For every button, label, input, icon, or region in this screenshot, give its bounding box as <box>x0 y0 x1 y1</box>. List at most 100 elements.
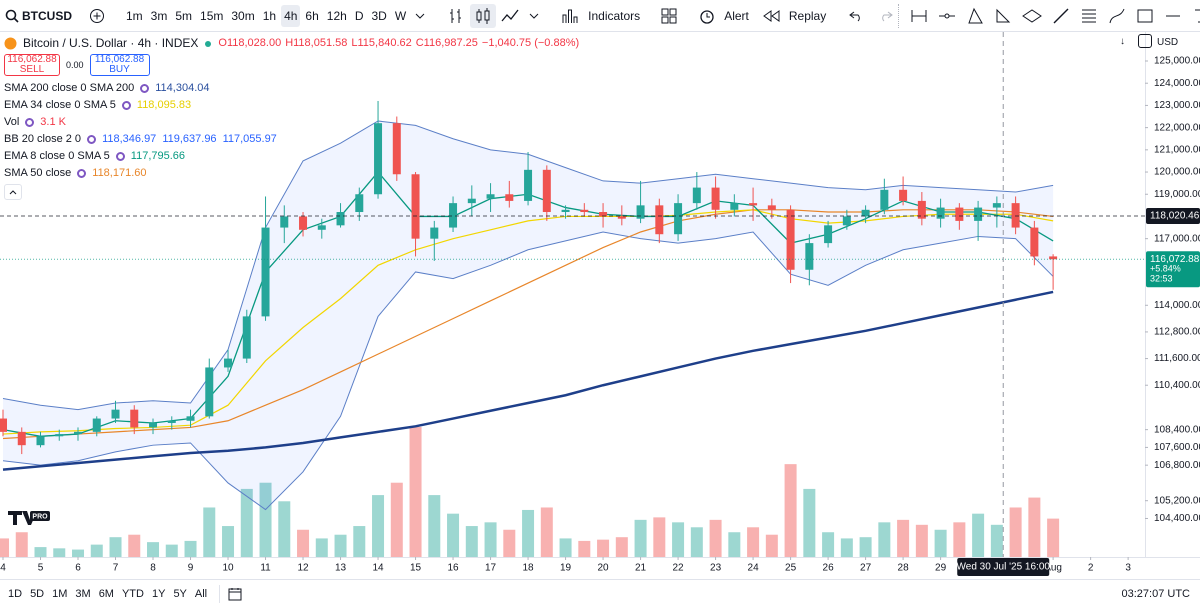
scale-arrow[interactable]: ↓ <box>1120 36 1125 47</box>
range-button[interactable]: YTD <box>121 587 144 600</box>
tool-icon[interactable] <box>961 7 989 25</box>
ohlc-value: H118,051.58 <box>285 37 348 49</box>
buy-button[interactable]: 116,062.88 BUY <box>89 54 150 76</box>
search-icon[interactable] <box>0 9 24 23</box>
range-button[interactable]: 6M <box>98 587 114 600</box>
alert-icon[interactable] <box>694 8 720 24</box>
compare-icon[interactable] <box>84 8 110 24</box>
tool-icon[interactable] <box>933 7 961 25</box>
volume-bar <box>728 532 741 557</box>
candle-body <box>955 207 964 221</box>
undo-icon[interactable] <box>844 10 868 22</box>
volume-bar <box>165 544 178 557</box>
candle-body <box>992 203 1001 208</box>
range-button[interactable]: 5D <box>30 587 45 600</box>
tool-icon[interactable] <box>1075 7 1103 25</box>
alert-button[interactable]: Alert <box>724 8 749 23</box>
symbol[interactable]: BTCUSD <box>22 8 72 23</box>
volume-bar <box>859 537 872 557</box>
x-tick-label: 9 <box>188 563 194 574</box>
indicators-icon[interactable] <box>556 7 584 25</box>
tool-icon[interactable] <box>1047 7 1075 25</box>
volume-bar <box>465 526 478 557</box>
tool-icon[interactable] <box>1131 7 1159 25</box>
sell-button[interactable]: 116,062.88 SELL <box>4 54 60 76</box>
volume-bar <box>634 519 647 557</box>
interval-button[interactable]: 1m <box>126 8 143 23</box>
y-tick-label: 107,600.00 <box>1154 442 1200 453</box>
volume-bar <box>953 522 966 557</box>
range-button[interactable]: 1M <box>52 587 68 600</box>
chevron[interactable] <box>410 12 430 20</box>
tool-icon[interactable] <box>1017 7 1047 25</box>
x-tick-label: 5 <box>38 563 44 574</box>
y-tick-label: 108,400.00 <box>1154 424 1200 435</box>
interval-button[interactable]: 1h <box>262 8 277 23</box>
interval-button[interactable]: 15m <box>200 8 224 23</box>
x-tick-label: 4 <box>0 563 6 574</box>
scale-mode[interactable] <box>1138 34 1152 48</box>
range-button[interactable]: 1D <box>8 587 23 600</box>
replay-button[interactable]: Replay <box>788 8 827 23</box>
interval-button[interactable]: 30m <box>231 8 255 23</box>
interval-button[interactable]: 5m <box>175 8 193 23</box>
interval-button[interactable]: 3m <box>150 8 168 23</box>
x-tick-label: 15 <box>410 563 422 574</box>
volume-bar <box>315 538 328 557</box>
indicators-button[interactable]: Indicators <box>588 8 641 23</box>
range-button[interactable]: 3M <box>75 587 91 600</box>
x-tick-label: 12 <box>297 563 309 574</box>
volume-bar <box>1009 507 1022 557</box>
tool-icon[interactable] <box>1103 7 1131 25</box>
tool-icon[interactable] <box>905 7 933 25</box>
interval-button[interactable]: 4h <box>281 4 301 27</box>
trade-row: 116,062.88 SELL 0.00 116,062.88 BUY <box>4 54 579 76</box>
candles-icon[interactable] <box>470 3 497 28</box>
interval-button[interactable]: W <box>394 8 407 23</box>
range-button[interactable]: 1Y <box>151 587 166 600</box>
y-tick-label: 123,000.00 <box>1154 100 1200 111</box>
x-tick-label: 26 <box>823 563 835 574</box>
x-tick-label: 8 <box>150 563 156 574</box>
interval-button[interactable]: D <box>354 8 364 23</box>
crosshair-label: Wed 30 Jul '25 16:00 <box>957 562 1051 573</box>
volume-bar <box>109 537 122 557</box>
top-toolbar: BTCUSD 1m 3m 5m 15m 30m 1h 4h 6h 12h D 3D W Indicat… <box>0 0 1200 32</box>
indicator-settings[interactable] <box>115 152 125 161</box>
indicator-row: BB 20 close 2 0 118,346.97 119,637.96 117,0… <box>4 131 579 148</box>
coin-icon <box>4 37 17 50</box>
layouts-icon[interactable] <box>656 8 682 24</box>
tool-icon[interactable] <box>1187 7 1200 25</box>
volume-bar <box>203 507 216 557</box>
line-icon[interactable] <box>496 7 524 25</box>
range-button[interactable]: All <box>194 587 208 600</box>
indicator-settings[interactable] <box>77 169 87 178</box>
interval-button[interactable]: 12h <box>326 8 347 23</box>
candle-body <box>936 207 945 219</box>
currency[interactable]: USD <box>1157 37 1179 48</box>
interval-button[interactable]: 6h <box>305 8 319 23</box>
interval-button[interactable]: 3D <box>371 8 387 23</box>
bars-icon[interactable] <box>442 7 470 25</box>
volume-bar <box>334 534 347 557</box>
replay-icon[interactable] <box>757 9 785 23</box>
tool-icon[interactable] <box>989 7 1017 25</box>
indicator-settings[interactable] <box>87 135 97 144</box>
volume-bar <box>503 529 516 557</box>
range-button[interactable]: 5Y <box>173 587 187 600</box>
calendar-icon[interactable] <box>228 587 242 601</box>
y-tick-label: 117,000.00 <box>1154 233 1200 244</box>
sell-label: SELL <box>19 64 45 75</box>
redo-icon[interactable] <box>874 10 898 22</box>
tool-icon[interactable] <box>1159 7 1187 25</box>
chevron[interactable] <box>524 12 544 20</box>
collapse-button[interactable] <box>4 184 22 200</box>
volume-bar <box>897 519 910 557</box>
indicator-settings[interactable] <box>121 101 131 110</box>
indicator-line <box>2 209 1054 440</box>
volume-bar <box>240 488 253 557</box>
indicator-settings[interactable] <box>25 118 35 127</box>
indicator-settings[interactable] <box>140 84 150 93</box>
ohlc-value: L115,840.62 <box>351 37 412 49</box>
logo <box>8 511 37 525</box>
